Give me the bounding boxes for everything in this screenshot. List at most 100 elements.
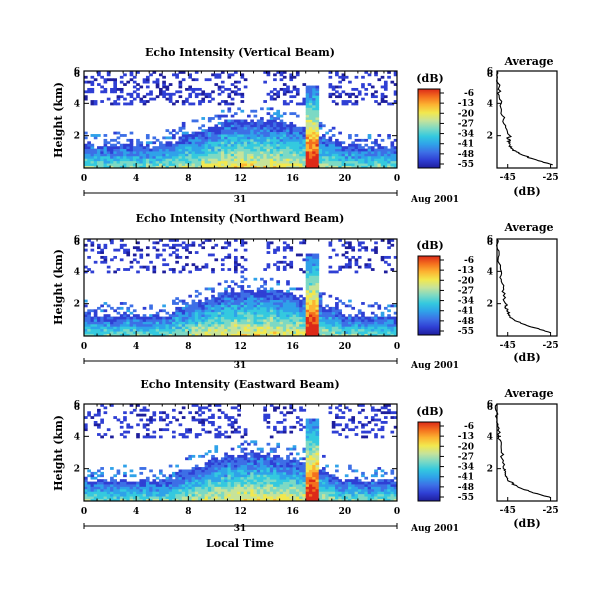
- echo-cell: [393, 155, 398, 159]
- echo-cell: [119, 481, 124, 485]
- echo-cell: [312, 282, 316, 286]
- echo-cell: [260, 117, 264, 120]
- echo-cell: [273, 124, 277, 128]
- echo-cell: [383, 87, 388, 91]
- echo-cell: [295, 129, 300, 133]
- echo-cell: [331, 326, 336, 330]
- echo-cell: [185, 491, 189, 495]
- echo-cell: [194, 138, 199, 142]
- echo-cell: [230, 287, 235, 291]
- echo-cell: [145, 496, 150, 499]
- echo-cell: [214, 309, 219, 313]
- echo-cell: [178, 326, 183, 330]
- echo-cell: [224, 126, 228, 130]
- echo-cell: [168, 268, 173, 271]
- echo-cell: [256, 289, 261, 293]
- echo-cell: [152, 316, 157, 320]
- echo-cell: [282, 102, 287, 106]
- echo-cell: [185, 246, 189, 250]
- echo-cell: [224, 328, 228, 332]
- echo-cell: [387, 326, 391, 330]
- echo-cell: [207, 469, 212, 473]
- echo-cell: [181, 314, 186, 317]
- echo-cell: [279, 321, 284, 325]
- echo-cell: [129, 491, 134, 495]
- echo-cell: [338, 311, 342, 315]
- echo-cell: [380, 151, 385, 154]
- echo-cell: [119, 302, 124, 305]
- echo-cell: [256, 314, 261, 317]
- echo-cell: [220, 292, 225, 296]
- echo-cell: [103, 165, 108, 169]
- echo-cell: [282, 165, 287, 169]
- echo-cell: [256, 304, 261, 308]
- echo-cell: [191, 474, 196, 478]
- echo-cell: [84, 160, 88, 164]
- echo-cell: [260, 319, 264, 322]
- echo-cell: [119, 488, 124, 492]
- echo-cell: [97, 134, 101, 137]
- echo-cell: [344, 321, 349, 325]
- echo-cell: [273, 462, 277, 466]
- echo-cell: [256, 126, 261, 130]
- echo-cell: [106, 493, 111, 497]
- echo-cell: [308, 85, 313, 89]
- echo-cells: [84, 404, 398, 502]
- echo-cell: [250, 304, 254, 308]
- echo-cell: [103, 491, 108, 495]
- echo-cell: [201, 498, 206, 502]
- echo-cell: [168, 319, 173, 322]
- echo-cell: [129, 95, 134, 99]
- echo-cell: [207, 302, 212, 305]
- echo-cell: [211, 471, 215, 475]
- echo-cell: [295, 488, 300, 492]
- echo-cell: [289, 265, 294, 269]
- echo-cell: [240, 153, 245, 157]
- echo-cell: [253, 292, 258, 296]
- echo-cell: [286, 87, 290, 91]
- echo-cell: [145, 423, 150, 427]
- echo-cell: [84, 143, 88, 147]
- echo-cell: [315, 328, 320, 332]
- echo-cell: [243, 471, 248, 475]
- echo-cell: [367, 258, 372, 262]
- echo-cell: [243, 151, 248, 154]
- echo-cell: [181, 163, 186, 166]
- echo-cell: [217, 92, 222, 96]
- echo-cell: [152, 435, 157, 439]
- echo-cell: [315, 143, 320, 147]
- echo-cell: [367, 265, 372, 269]
- echo-cell: [318, 311, 323, 315]
- echo-cell: [361, 328, 365, 332]
- echo-cell: [149, 435, 153, 439]
- echo-cell: [119, 146, 124, 149]
- y-tick-label: 6: [74, 67, 80, 77]
- echo-cell: [260, 138, 264, 142]
- echo-cell: [103, 331, 108, 334]
- echo-cell: [322, 124, 326, 128]
- echo-cell: [175, 496, 179, 499]
- echo-cell: [100, 498, 104, 502]
- echo-cell: [308, 323, 313, 327]
- echo-cell: [175, 488, 179, 492]
- echo-cell: [220, 474, 225, 478]
- echo-cell: [279, 71, 284, 74]
- echo-cell: [273, 263, 277, 267]
- echo-cell: [116, 316, 121, 320]
- echo-cell: [116, 471, 121, 475]
- echo-cell: [260, 285, 264, 288]
- echo-cell: [132, 481, 137, 485]
- echo-cell: [230, 160, 235, 164]
- echo-cell: [123, 411, 127, 415]
- echo-cell: [380, 311, 385, 315]
- echo-cell: [152, 136, 157, 140]
- echo-cell: [273, 479, 277, 482]
- echo-cell: [361, 138, 365, 142]
- echo-cell: [286, 496, 290, 499]
- echo-cell: [129, 141, 134, 145]
- echo-cell: [178, 129, 183, 133]
- echo-cell: [237, 314, 241, 317]
- echo-cell: [308, 109, 313, 113]
- echo-cell: [194, 160, 199, 164]
- echo-cell: [335, 253, 339, 257]
